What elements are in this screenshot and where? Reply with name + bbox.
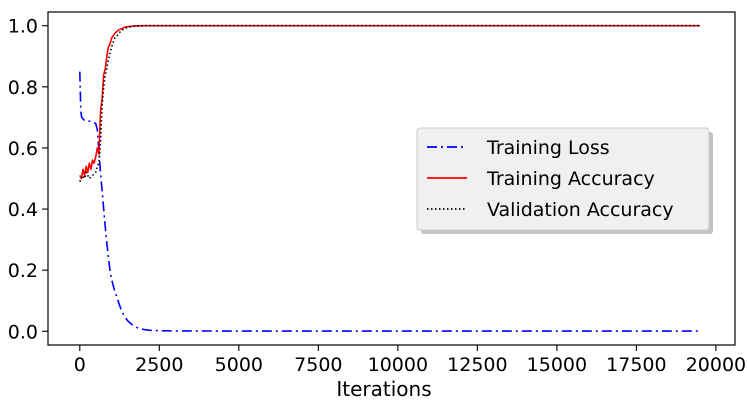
x-tick-label: 5000 [215,354,263,376]
legend-label: Validation Accuracy [487,199,674,221]
y-axis-ticks: 0.0 0.2 0.4 0.6 0.8 1.0 [8,16,48,343]
x-axis-ticks: 0 2500 5000 7500 10000 12500 15000 17500 20000 [74,345,746,376]
series-line-0 [79,71,700,332]
y-tick-label: 1.0 [8,16,38,38]
y-tick-label: 0.2 [8,260,38,282]
y-tick-label: 0.0 [8,321,38,343]
x-tick-label: 2500 [135,354,183,376]
legend: Training Loss Training Accuracy Validation… [416,127,713,234]
y-tick-label: 0.6 [8,138,38,160]
series-layer [79,24,700,332]
x-tick-label: 10000 [368,354,428,376]
y-tick-label: 0.4 [8,199,38,221]
plot-frame [47,11,736,346]
x-tick-label: 0 [74,354,86,376]
x-axis-label: Iterations [336,377,431,401]
x-tick-label: 12500 [447,354,507,376]
x-tick-label: 20000 [686,354,746,376]
x-tick-label: 7500 [294,354,342,376]
y-tick-label: 0.8 [8,77,38,99]
legend-box [416,127,710,231]
x-tick-label: 17500 [606,354,666,376]
x-tick-label: 15000 [527,354,587,376]
series-line-1 [79,24,700,180]
legend-label: Training Loss [486,137,610,159]
legend-label: Training Accuracy [486,168,655,190]
